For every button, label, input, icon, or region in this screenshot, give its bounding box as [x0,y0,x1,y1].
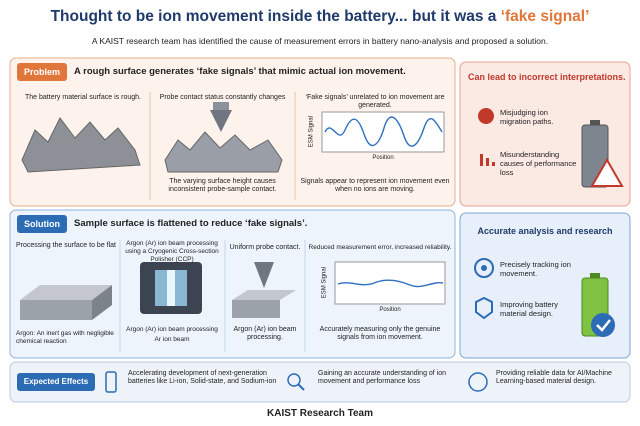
flat-block [20,285,112,300]
beam [167,270,175,306]
section-tag: Expected Effects [17,373,95,391]
panel-text: Signals appear to represent ion movement… [300,178,450,194]
effect-item: Accelerating development of next-generat… [128,370,277,386]
axis-label: ESM Signal [308,115,315,148]
rough-surface [21,117,141,173]
check [596,319,611,332]
panel-text: Processing the surface to be flat [16,242,116,249]
side-title: Can lead to incorrect interpretations. [468,72,626,82]
subtitle: A KAIST research team has identified the… [91,36,549,46]
icon [297,383,305,391]
icon [486,158,489,166]
panel-text: Accurately measuring only the genuine si… [319,326,441,342]
battery [590,120,600,125]
panel-text: The varying surface height causes incons… [168,178,277,194]
probe [254,262,274,288]
side-item: Precisely tracking ion movement. [500,260,571,278]
icon [478,108,494,124]
icon [105,371,117,393]
panel-text: Argon (Ar) ion beam processing. [233,326,297,342]
panel-text: Ar ion beam [154,336,190,343]
panel-text: Reduced measurement error, increased rel… [308,244,452,251]
effect-item: Gaining an accurate understanding of ion… [318,370,447,386]
side-title: Accurate analysis and research [477,226,613,236]
icon [475,296,493,320]
clean-signal [337,279,444,288]
icon [480,154,483,166]
side-item: Misjudging ion migration paths. [500,108,554,126]
panel-text: Argon (Ar) ion beam processing [126,326,218,333]
panel-text: Uniform probe contact. [229,244,301,251]
side-item: Improving battery material design. [500,300,558,318]
section-heading: Sample surface is flattened to reduce ‘f… [74,218,308,229]
panel-text: ‘Fake signals’ unrelated to ion movement… [305,94,445,110]
effects-box [9,361,631,403]
panel-text: The battery material surface is rough. [25,94,141,101]
panel-text: Argon: An inert gas with negligible chem… [16,330,114,345]
solution-box [9,209,456,359]
icon [474,258,494,278]
icon [287,373,301,387]
icon [468,372,488,392]
title-highlight: ‘fake signal’ [500,8,590,25]
flat-block [232,300,280,318]
probe [210,110,232,132]
check [591,313,615,337]
flat-block [232,290,296,300]
battery [590,273,600,278]
section-tag: Problem [17,63,67,81]
icon [492,162,495,166]
footer: KAIST Research Team [267,408,373,419]
title-text: Thought to be ion movement inside the ba… [50,8,501,25]
section-heading: A rough surface generates ‘fake signals’… [74,66,406,77]
flat-block [20,300,92,320]
axis-label: ESM Signal [321,266,328,299]
title: Thought to be ion movement inside the ba… [0,8,640,27]
axis-label: Position [372,155,394,161]
panel-text: Argon (Ar) ion beam processing using a C… [125,240,219,263]
icon [481,265,487,271]
rough-surface [164,131,283,173]
problem-box [9,57,456,207]
effect-item: Providing reliable data for AI/Machine L… [496,370,612,386]
warning [590,157,624,187]
panel-text: Probe contact status constantly changes [159,94,286,101]
noisy-signal [324,116,443,147]
side-item: Misunderstanding causes of performance l… [500,150,577,177]
flat-block [92,285,112,320]
probe-holder [213,102,229,110]
section-tag: Solution [17,215,67,233]
axis-label: Position [379,307,401,313]
